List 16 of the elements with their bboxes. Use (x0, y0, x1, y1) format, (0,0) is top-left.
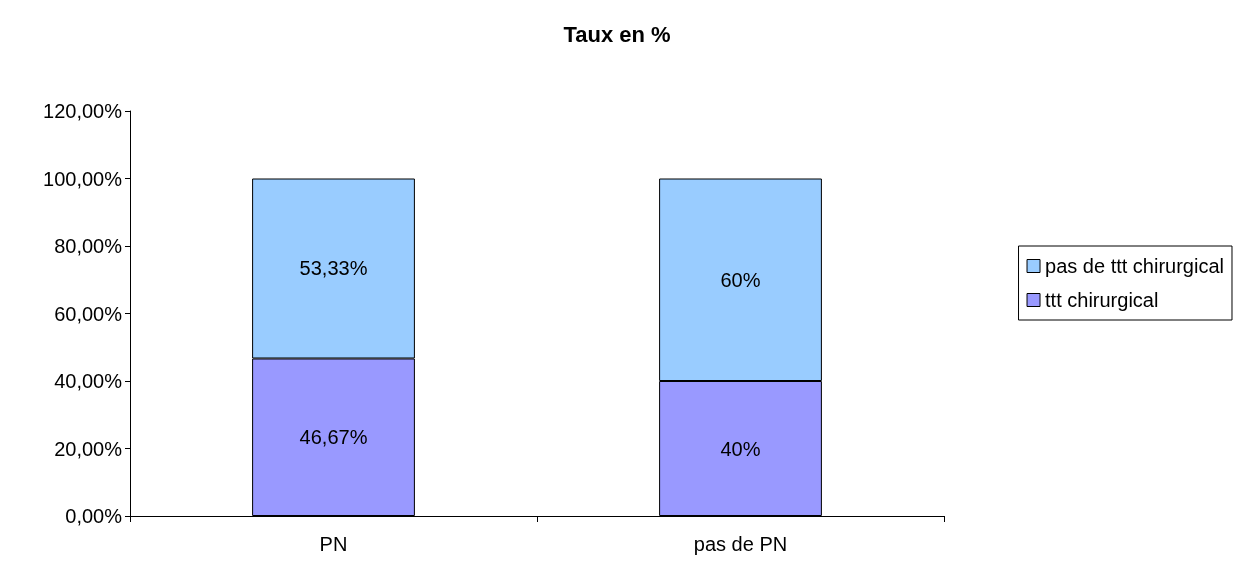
y-tick-label: 40,00% (54, 370, 123, 392)
legend-label: pas de ttt chirurgical (1045, 255, 1225, 277)
y-tick-label: 60,00% (54, 302, 123, 325)
x-tick-label: PN (319, 533, 348, 555)
data-label: 40% (720, 437, 761, 460)
y-tick-label: 0,00% (65, 505, 123, 527)
y-tick-label: 20,00% (54, 437, 123, 460)
y-tick-label: 120,00% (43, 100, 123, 122)
x-tick-label: pas de PN (693, 533, 788, 555)
data-label: 53,33% (299, 257, 368, 280)
data-label: 60% (720, 268, 761, 291)
legend-label: ttt chirurgical (1045, 289, 1159, 311)
data-label: 46,67% (299, 426, 368, 449)
y-tick-label: 80,00% (54, 235, 123, 257)
y-tick-label: 100,00% (43, 167, 123, 190)
chart-title: Taux en % (563, 21, 671, 47)
